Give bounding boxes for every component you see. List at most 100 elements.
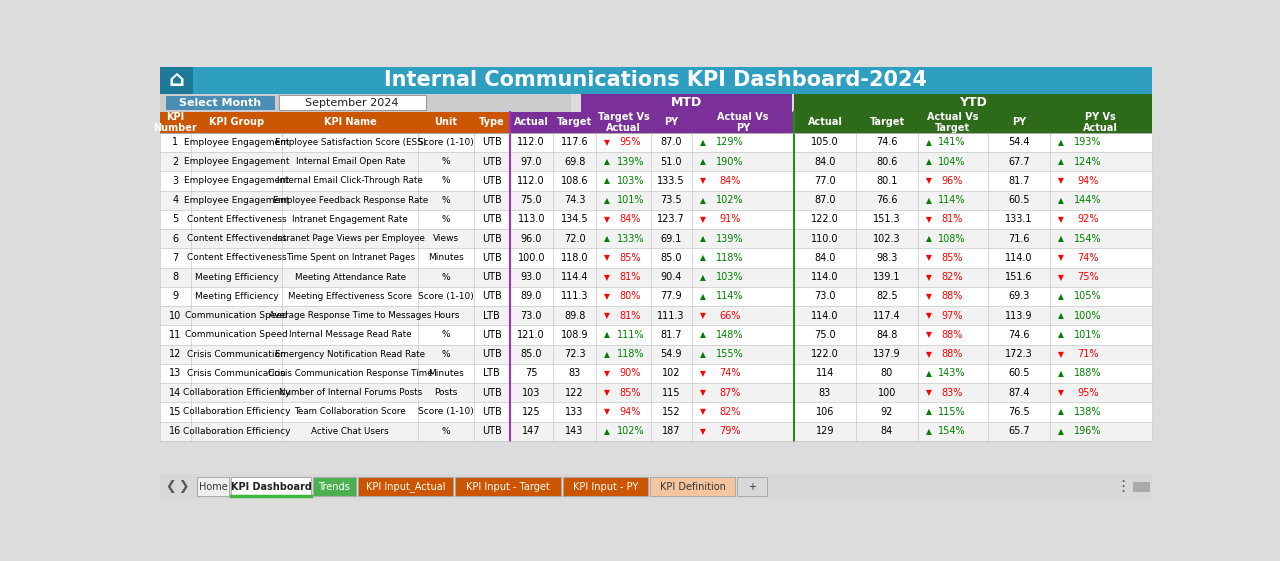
Text: 82.5: 82.5 — [876, 291, 897, 301]
Text: 133.5: 133.5 — [658, 176, 685, 186]
Text: ▼: ▼ — [604, 292, 611, 301]
Bar — [160, 344, 1152, 364]
Bar — [160, 306, 1152, 325]
Text: 96.0: 96.0 — [521, 233, 541, 243]
Text: 88%: 88% — [941, 349, 963, 359]
Text: UTB: UTB — [481, 157, 502, 167]
Text: ❮: ❮ — [165, 480, 177, 493]
Text: ▼: ▼ — [700, 369, 705, 378]
Text: 90%: 90% — [620, 369, 641, 379]
Text: 114.0: 114.0 — [812, 272, 838, 282]
Bar — [160, 364, 1152, 383]
Bar — [197, 477, 229, 496]
Text: 118%: 118% — [716, 253, 744, 263]
Text: 123.7: 123.7 — [657, 214, 685, 224]
Bar — [160, 171, 1152, 191]
Text: 84%: 84% — [719, 176, 740, 186]
Text: ▼: ▼ — [925, 311, 932, 320]
Text: 6: 6 — [173, 233, 179, 243]
Text: 1: 1 — [173, 137, 179, 148]
Text: 143%: 143% — [938, 369, 966, 379]
Text: 111%: 111% — [617, 330, 644, 340]
Text: ▲: ▲ — [925, 196, 932, 205]
Text: 121.0: 121.0 — [517, 330, 545, 340]
Text: 137.9: 137.9 — [873, 349, 901, 359]
Text: UTB: UTB — [481, 195, 502, 205]
Text: Meeting Efficiency: Meeting Efficiency — [195, 292, 279, 301]
Text: ▲: ▲ — [604, 234, 611, 243]
Text: 117.4: 117.4 — [873, 311, 901, 321]
Text: Target: Target — [557, 117, 593, 127]
Text: ▲: ▲ — [1057, 311, 1064, 320]
Text: ▲: ▲ — [925, 234, 932, 243]
Text: 76.6: 76.6 — [877, 195, 897, 205]
Text: 76.5: 76.5 — [1007, 407, 1029, 417]
Bar — [358, 477, 453, 496]
Text: 101%: 101% — [617, 195, 644, 205]
Text: ▼: ▼ — [1057, 215, 1064, 224]
Text: ▲: ▲ — [1057, 196, 1064, 205]
Text: KPI Input - PY: KPI Input - PY — [573, 481, 639, 491]
Text: Type: Type — [479, 117, 504, 127]
Text: Meeting Attendance Rate: Meeting Attendance Rate — [294, 273, 406, 282]
Text: Actual: Actual — [513, 117, 549, 127]
Text: ▲: ▲ — [700, 350, 705, 358]
Text: 84.8: 84.8 — [877, 330, 897, 340]
Text: ▲: ▲ — [700, 196, 705, 205]
Text: ▲: ▲ — [1057, 138, 1064, 147]
Text: ▲: ▲ — [925, 138, 932, 147]
Text: 51.0: 51.0 — [660, 157, 682, 167]
Text: LTB: LTB — [484, 369, 500, 379]
Text: 54.4: 54.4 — [1007, 137, 1029, 148]
Text: ▼: ▼ — [700, 427, 705, 436]
Text: 85%: 85% — [620, 388, 641, 398]
Text: 172.3: 172.3 — [1005, 349, 1033, 359]
Text: Actual Vs
PY: Actual Vs PY — [717, 112, 768, 133]
Text: ▼: ▼ — [925, 388, 932, 397]
Text: 73.0: 73.0 — [521, 311, 541, 321]
Text: 143: 143 — [566, 426, 584, 436]
Text: 193%: 193% — [1074, 137, 1101, 148]
Text: ▲: ▲ — [700, 330, 705, 339]
Text: 15: 15 — [169, 407, 182, 417]
Text: Active Chat Users: Active Chat Users — [311, 427, 389, 436]
Text: September 2024: September 2024 — [306, 98, 399, 108]
Text: ▼: ▼ — [1057, 176, 1064, 185]
Text: %: % — [442, 215, 451, 224]
Text: 111.3: 111.3 — [658, 311, 685, 321]
Text: 85.0: 85.0 — [660, 253, 682, 263]
Text: Target: Target — [869, 117, 905, 127]
Text: KPI
Number: KPI Number — [154, 112, 197, 133]
Text: 60.5: 60.5 — [1007, 195, 1029, 205]
Text: Home: Home — [198, 481, 228, 491]
Text: ⋮: ⋮ — [1115, 479, 1130, 494]
Text: 94%: 94% — [620, 407, 641, 417]
Text: Crisis Communication: Crisis Communication — [187, 350, 287, 358]
Text: ▼: ▼ — [1057, 350, 1064, 358]
Text: 67.7: 67.7 — [1007, 157, 1029, 167]
Text: ▲: ▲ — [925, 369, 932, 378]
Text: 2: 2 — [173, 157, 179, 167]
Text: 103: 103 — [522, 388, 540, 398]
Text: 12: 12 — [169, 349, 182, 359]
Text: 154%: 154% — [1074, 233, 1102, 243]
Text: ▲: ▲ — [700, 273, 705, 282]
Text: 92: 92 — [881, 407, 893, 417]
Text: 90.4: 90.4 — [660, 272, 682, 282]
Bar — [166, 96, 275, 109]
Text: 102.3: 102.3 — [873, 233, 901, 243]
Text: Employee Engagement: Employee Engagement — [184, 196, 289, 205]
Text: 114.4: 114.4 — [561, 272, 589, 282]
Text: 133.1: 133.1 — [1005, 214, 1033, 224]
Text: 104%: 104% — [938, 157, 966, 167]
Text: ▼: ▼ — [604, 388, 611, 397]
Text: Internal Email Open Rate: Internal Email Open Rate — [296, 157, 404, 166]
Text: 74.3: 74.3 — [564, 195, 585, 205]
Text: 113.9: 113.9 — [1005, 311, 1033, 321]
Text: Select Month: Select Month — [179, 98, 261, 108]
Text: Collaboration Efficiency: Collaboration Efficiency — [183, 427, 291, 436]
Text: ▲: ▲ — [1057, 330, 1064, 339]
Text: 87%: 87% — [719, 388, 740, 398]
Text: 81.7: 81.7 — [1007, 176, 1029, 186]
Text: Employee Satisfaction Score (ESS): Employee Satisfaction Score (ESS) — [275, 138, 426, 147]
